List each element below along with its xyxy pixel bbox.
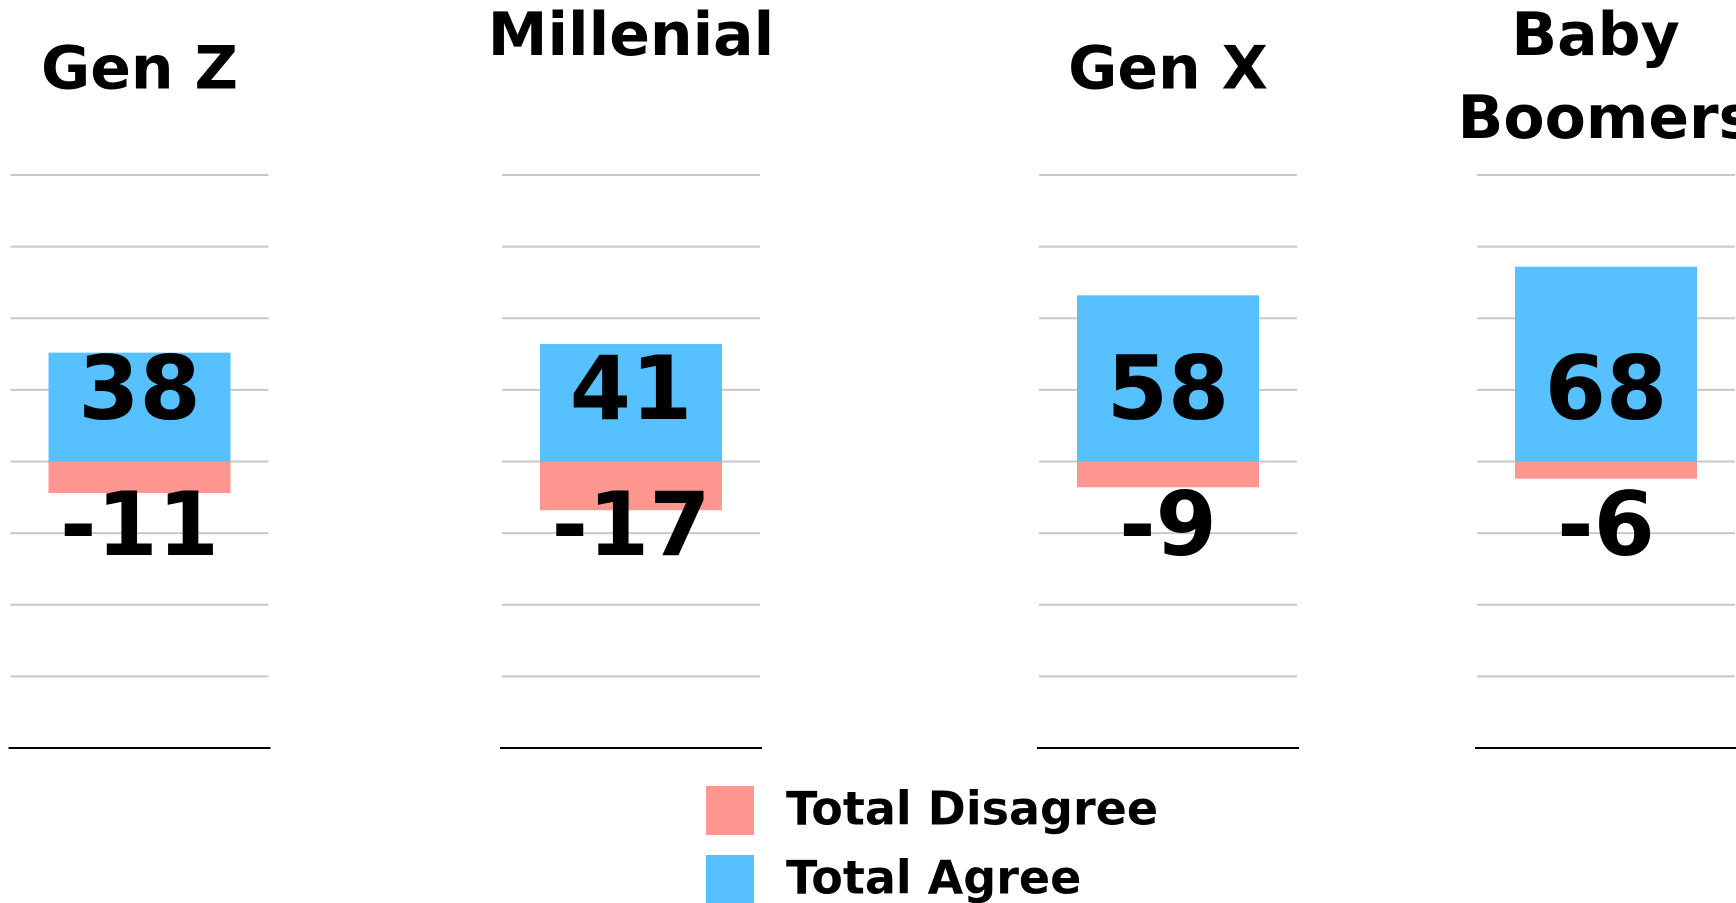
legend-swatch: [706, 786, 754, 835]
bar: [48, 352, 231, 462]
bar: [1077, 461, 1259, 488]
bar: [1515, 266, 1697, 462]
bar: [540, 461, 722, 511]
panel-title: Gen Z: [41, 34, 238, 104]
data-label: -17: [552, 473, 711, 576]
bar: [540, 344, 722, 462]
panel-title: Millenial: [488, 0, 774, 70]
data-label: 38: [78, 337, 200, 440]
data-label: -9: [1119, 473, 1217, 576]
panel-title: Gen X: [1068, 34, 1268, 104]
data-label: -11: [60, 473, 219, 576]
bar: [1515, 461, 1697, 479]
data-label: 68: [1545, 337, 1667, 440]
bar: [48, 461, 231, 494]
bar: [1077, 295, 1259, 462]
legend-swatch: [706, 855, 754, 903]
data-label: 58: [1107, 337, 1229, 440]
panel-title: Baby Boomers: [1458, 0, 1736, 153]
legend-label: Total Disagree: [786, 782, 1158, 836]
data-label: -6: [1557, 473, 1655, 576]
legend-label: Total Agree: [786, 851, 1081, 903]
data-label: 41: [570, 337, 692, 440]
